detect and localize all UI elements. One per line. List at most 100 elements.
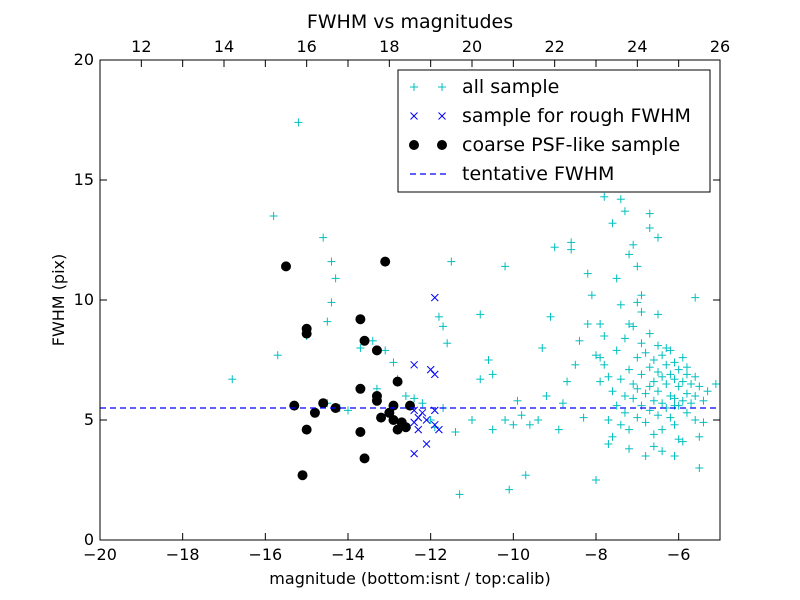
x-tick-label-4: −12 — [414, 545, 448, 564]
all-sample-point-115 — [641, 389, 650, 398]
all-sample-point-77 — [645, 224, 654, 232]
all-sample-point-74 — [633, 298, 642, 307]
all-sample-point-34 — [476, 310, 485, 319]
all-sample-point-121 — [649, 356, 658, 364]
sample-for-rough-fwhm-point-7 — [422, 416, 431, 424]
coarse-psf-like-sample-point-3 — [289, 400, 300, 411]
all-sample-point-127 — [654, 387, 662, 396]
legend-all-sample-label: all sample — [462, 76, 559, 98]
coarse-psf-like-sample-point-2 — [301, 328, 312, 339]
all-sample-point-70 — [625, 250, 634, 259]
all-sample-point-129 — [658, 351, 667, 360]
all-sample-point-166 — [625, 444, 634, 453]
all-sample-point-43 — [513, 396, 522, 405]
legend-sample-for-rough-fwhm-swatch-a — [410, 112, 418, 120]
all-sample-point-51 — [554, 425, 563, 434]
all-sample-point-130 — [658, 372, 667, 381]
all-sample-point-18 — [389, 358, 398, 367]
sample-for-rough-fwhm-point-2 — [430, 370, 439, 379]
coarse-psf-like-sample-point-25 — [392, 376, 403, 387]
x-axis-label: magnitude (bottom:isnt / top:calib) — [269, 569, 550, 588]
all-sample-point-131 — [658, 399, 667, 408]
coarse-psf-like-sample-point-16 — [371, 395, 382, 406]
all-sample-point-98 — [616, 375, 625, 384]
y-tick-label-0: 0 — [84, 530, 94, 549]
sample-for-rough-fwhm-point-2-b — [430, 370, 439, 379]
all-sample-point-55 — [567, 245, 576, 254]
all-sample-point-26 — [434, 312, 443, 321]
coarse-psf-like-sample-point-24 — [400, 422, 411, 433]
all-sample-point-118 — [645, 363, 654, 372]
all-sample-point-86 — [703, 387, 712, 396]
top-x-tick-label-6: 24 — [627, 37, 647, 56]
all-sample-point-146 — [674, 401, 683, 410]
all-sample-point-39 — [501, 262, 510, 271]
all-sample-point-75 — [637, 308, 646, 316]
coarse-psf-like-sample-point-9 — [355, 314, 366, 325]
sample-for-rough-fwhm-point-14 — [410, 449, 418, 458]
y-tick-label-4: 20 — [74, 50, 94, 69]
all-sample-point-155 — [687, 399, 696, 408]
all-sample-point-92 — [604, 372, 613, 381]
all-sample-point-14 — [356, 344, 365, 352]
coarse-psf-like-sample-point-12 — [355, 427, 366, 437]
y-axis-label: FWHM (pix) — [49, 254, 68, 347]
all-sample-point-165 — [678, 437, 687, 446]
coarse-psf-like-sample-point-13 — [359, 453, 370, 464]
x-tick-label-5: −10 — [496, 545, 530, 564]
all-sample-point-150 — [678, 396, 687, 405]
all-sample-point-9 — [323, 317, 332, 326]
coarse-psf-like-sample-point-6 — [309, 407, 320, 418]
all-sample-point-47 — [538, 344, 547, 352]
all-sample-point-49 — [546, 312, 555, 321]
all-sample-point-72 — [633, 262, 642, 271]
legend-sample-for-rough-fwhm-swatch-a-b — [410, 112, 418, 120]
all-sample-point-65 — [600, 192, 609, 201]
y-tick-label-3: 15 — [74, 170, 94, 189]
all-sample-point-42 — [517, 411, 526, 420]
coarse-psf-like-sample-point-21 — [388, 400, 399, 411]
all-sample-point-54 — [567, 238, 576, 247]
all-sample-point-169 — [654, 310, 662, 319]
all-sample-point-10 — [327, 298, 336, 307]
all-sample-point-71 — [629, 240, 638, 249]
sample-for-rough-fwhm-point-6 — [418, 408, 427, 417]
all-sample-point-170 — [616, 300, 625, 309]
all-sample-point-48 — [542, 392, 551, 400]
top-x-tick-label-7: 26 — [710, 37, 730, 56]
sample-for-rough-fwhm-point-13 — [422, 440, 431, 448]
all-sample-point-97 — [612, 401, 621, 410]
all-sample-point-69 — [620, 207, 629, 216]
all-sample-point-101 — [620, 392, 629, 400]
all-sample-point-160 — [699, 396, 708, 405]
all-sample-point-62 — [592, 476, 600, 484]
all-sample-point-23 — [426, 416, 435, 424]
legend-all-sample-swatch-b — [438, 83, 446, 91]
all-sample-point-134 — [662, 380, 671, 388]
all-sample-point-73 — [625, 320, 634, 328]
x-tick-label-0: −20 — [83, 545, 117, 564]
all-sample-point-145 — [674, 382, 683, 391]
sample-for-rough-fwhm-point-0-b — [410, 360, 418, 369]
coarse-psf-like-sample-point-11 — [355, 383, 366, 394]
all-sample-point-152 — [682, 389, 691, 398]
legend: all sample sample for rough FWHM coarse PS… — [397, 69, 711, 193]
all-sample-point-6 — [319, 233, 328, 242]
y-tick-label-2: 10 — [74, 290, 94, 309]
coarse-psf-like-sample-point-5 — [297, 470, 308, 481]
all-sample-point-99 — [616, 420, 625, 429]
all-sample-point-102 — [620, 408, 629, 417]
all-sample-point-57 — [575, 336, 584, 345]
all-sample-point-153 — [682, 408, 691, 417]
all-sample-point-82 — [691, 293, 700, 302]
all-sample-point-8 — [331, 274, 340, 283]
all-sample-point-125 — [654, 341, 662, 350]
all-sample-point-45 — [525, 420, 534, 429]
all-sample-point-111 — [637, 339, 646, 348]
all-sample-point-167 — [604, 440, 613, 448]
x-tick-label-1: −18 — [166, 545, 200, 564]
all-sample-point-148 — [678, 353, 687, 362]
all-sample-point-136 — [666, 346, 675, 355]
sample-for-rough-fwhm-point-3-b — [430, 293, 439, 302]
coarse-psf-like-sample-point-4 — [301, 424, 312, 435]
